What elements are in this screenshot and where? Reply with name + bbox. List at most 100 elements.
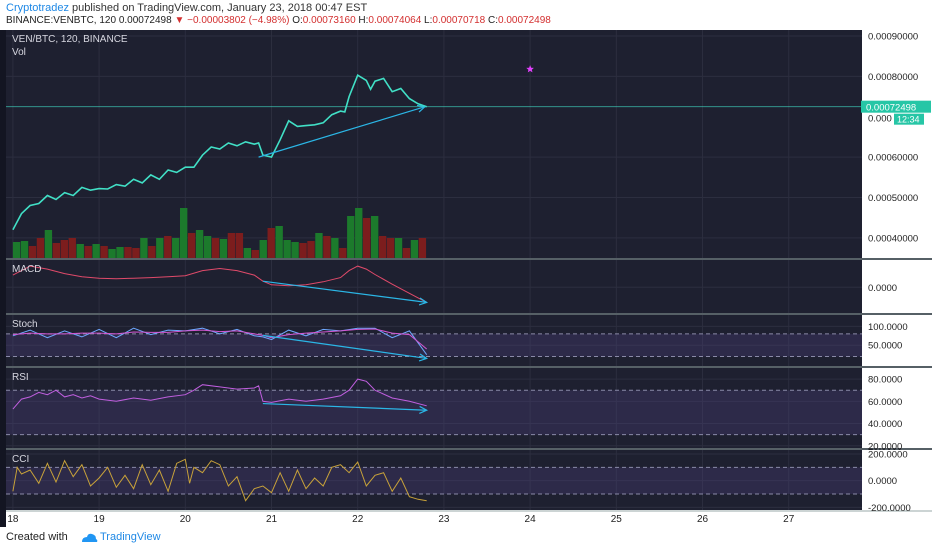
main-title: VEN/BTC, 120, BINANCE	[12, 34, 128, 45]
volume-bar	[394, 238, 403, 258]
volume-bar	[315, 233, 323, 258]
volume-bar	[418, 238, 427, 258]
publish-line: Cryptotradez published on TradingView.co…	[6, 2, 367, 14]
trendline[interactable]	[262, 334, 427, 360]
author-link[interactable]: Cryptotradez	[6, 2, 69, 14]
trendline-arrowhead	[418, 297, 429, 306]
volume-bar	[116, 247, 124, 258]
volume-bar	[84, 246, 92, 258]
x-tick-label: 27	[783, 514, 795, 525]
pane-background	[6, 30, 862, 258]
open-value: 0.00073160	[302, 15, 356, 26]
trendline[interactable]	[262, 402, 427, 411]
star-marker-icon[interactable]	[526, 65, 534, 73]
low-value: 0.00070718	[432, 15, 486, 26]
volume-bar	[283, 240, 291, 258]
volume-bar	[307, 241, 315, 258]
price-axis-background	[862, 450, 932, 510]
y-tick-label: 0.00080000	[868, 72, 918, 83]
volume-bar	[251, 250, 259, 258]
volume-bar	[124, 247, 132, 258]
countdown-badge	[894, 113, 924, 125]
x-tick-label: 24	[525, 514, 537, 525]
published-text: published on TradingView.com, January 23…	[72, 2, 368, 14]
volume-bar	[140, 238, 148, 258]
volume-bar	[36, 238, 45, 258]
y-tick-label: -200.0000	[868, 503, 911, 514]
volume-bar	[402, 248, 411, 258]
volume-bar	[363, 218, 371, 258]
indicator-band	[6, 333, 862, 357]
y-tick-label: 80.0000	[868, 375, 902, 386]
tradingview-brand[interactable]: TradingView	[100, 531, 161, 543]
volume-bar	[331, 238, 339, 258]
volume-bar	[132, 248, 140, 258]
volume-bar	[100, 246, 108, 258]
price-axis-background	[862, 30, 932, 258]
trendline[interactable]	[262, 280, 427, 303]
x-tick-label: 19	[94, 514, 106, 525]
y-tick-label: 0.0000	[868, 283, 897, 294]
volume-bar	[386, 238, 395, 258]
last-price-badge-label: 0.00072498	[866, 103, 916, 114]
main-series-line	[12, 74, 427, 231]
volume-bar	[172, 238, 180, 258]
countdown-label: 12:34	[897, 115, 920, 125]
volume-bar	[370, 216, 379, 258]
down-arrow-icon: ▼	[174, 15, 185, 26]
rsi-title: RSI	[12, 372, 29, 383]
volume-bar	[52, 243, 61, 258]
y-tick-label: 40.0000	[868, 419, 902, 430]
volume-bar	[156, 238, 164, 258]
cci-series-line	[12, 458, 427, 502]
x-tick-label: 23	[438, 514, 450, 525]
chart-area[interactable]: 18 19 20 21 22 23 24 25 26 27 0.00090000 0.00080000…	[0, 30, 932, 527]
x-tick-label: 18	[7, 514, 19, 525]
symbol-label: BINANCE:VENBTC, 120	[6, 15, 117, 26]
indicator-band	[6, 467, 862, 494]
tradingview-logo-icon	[82, 533, 98, 542]
trendline[interactable]	[258, 106, 426, 158]
pane-background	[6, 260, 862, 313]
volume-bar	[44, 230, 53, 258]
volume-bar	[28, 246, 37, 258]
volume-bar	[76, 244, 84, 258]
y-tick-label: 60.0000	[868, 397, 902, 408]
volume-bar	[164, 236, 172, 258]
footer: Created with TradingView	[0, 527, 932, 550]
publication-header: Cryptotradez published on TradingView.co…	[0, 0, 932, 30]
price-axis-background	[862, 260, 932, 313]
x-tick-label: 22	[352, 514, 364, 525]
last-price-badge	[861, 100, 931, 113]
y-tick-label: 0.00050000	[868, 193, 918, 204]
price-axis-background	[862, 368, 932, 448]
macd-title: MACD	[12, 264, 41, 275]
high-value: 0.00074064	[368, 15, 422, 26]
volume-bar	[179, 208, 188, 258]
volume-bar	[92, 244, 100, 258]
y-tick-label: 0.0000	[868, 476, 897, 487]
stoch-series-line	[12, 328, 428, 350]
close-value: 0.00072498	[498, 15, 551, 26]
open-label: O:	[292, 15, 303, 26]
y-tick-label: 20.0000	[868, 441, 902, 452]
volume-bar	[339, 248, 347, 258]
created-with-text: Created with	[6, 531, 68, 543]
y-tick-label: 100.0000	[868, 322, 908, 333]
stoch-title: Stoch	[12, 319, 38, 330]
volume-bar	[347, 216, 355, 258]
volume-bar	[12, 242, 21, 258]
x-tick-label: 26	[697, 514, 709, 525]
trendline-arrowhead	[418, 353, 429, 362]
volume-bar	[259, 240, 267, 258]
y-tick-label: 0.00090000	[868, 32, 918, 43]
price-change: −0.00003802 (−4.98%)	[187, 15, 290, 26]
volume-bar	[291, 242, 299, 258]
volume-bar	[355, 208, 363, 258]
rsi-series-line	[12, 378, 427, 410]
volume-bar	[203, 236, 212, 258]
volume-bar	[195, 230, 204, 258]
low-label: L:	[424, 15, 433, 26]
trendline-arrowhead	[419, 405, 429, 414]
volume-bar	[148, 246, 156, 258]
